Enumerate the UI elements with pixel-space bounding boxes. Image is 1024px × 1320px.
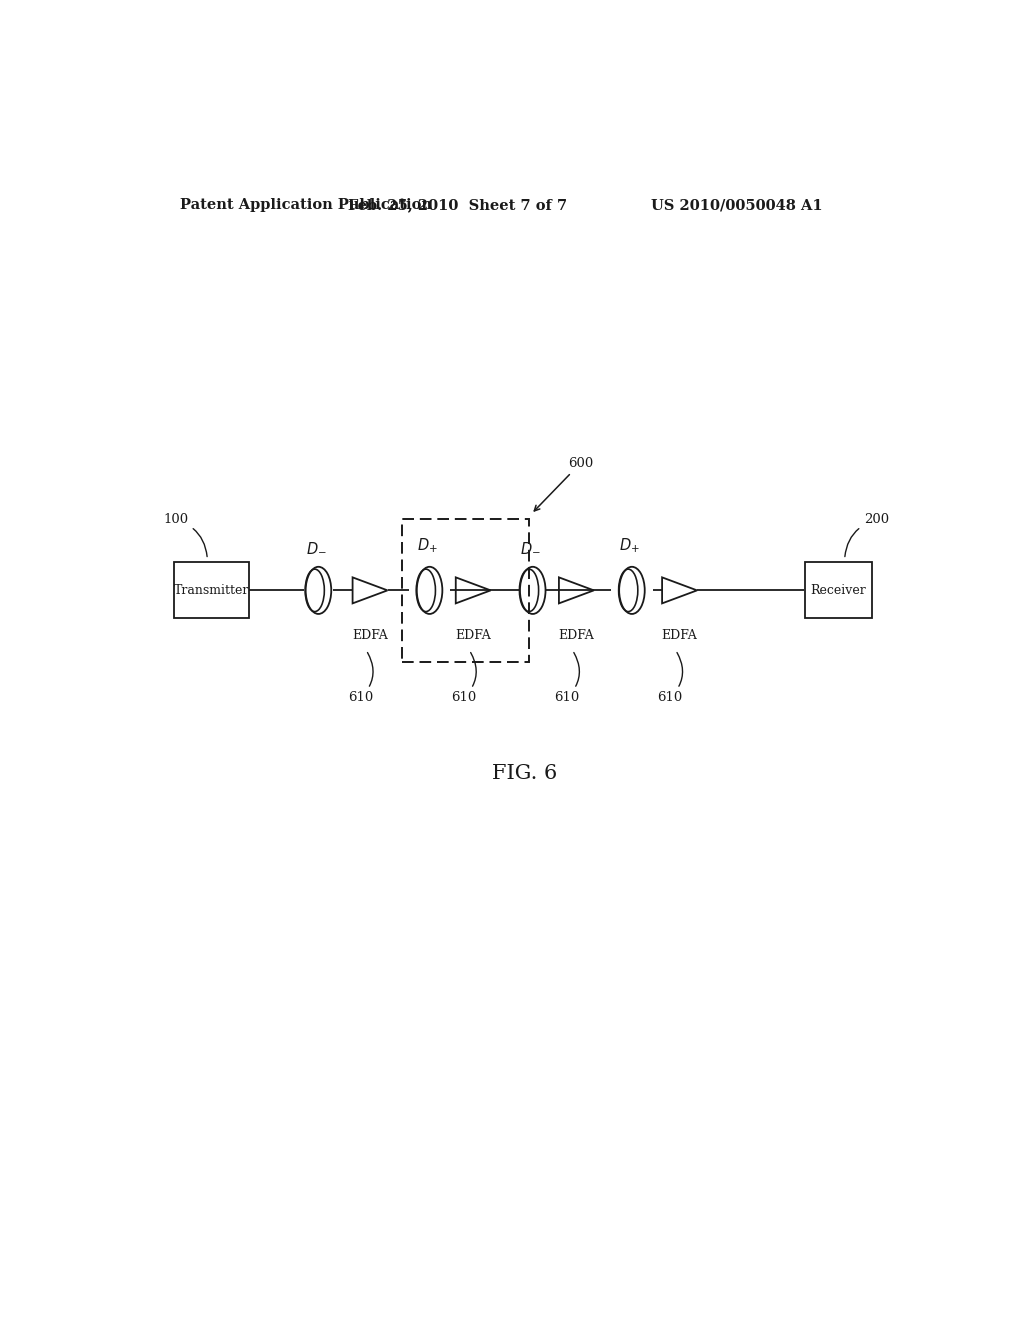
Text: EDFA: EDFA <box>456 628 492 642</box>
Text: FIG. 6: FIG. 6 <box>493 764 557 783</box>
Bar <box>174 562 249 618</box>
Text: EDFA: EDFA <box>352 628 388 642</box>
Text: EDFA: EDFA <box>662 628 697 642</box>
Text: 600: 600 <box>535 457 593 511</box>
Text: $D_{-}$: $D_{-}$ <box>520 541 541 554</box>
Text: EDFA: EDFA <box>558 628 594 642</box>
Text: Transmitter: Transmitter <box>174 583 249 597</box>
Text: 200: 200 <box>845 513 889 557</box>
Text: 610: 610 <box>348 652 373 705</box>
Text: 610: 610 <box>554 652 580 705</box>
Text: $D_{+}$: $D_{+}$ <box>417 536 438 554</box>
Text: $D_{-}$: $D_{-}$ <box>306 541 327 554</box>
Text: Feb. 25, 2010  Sheet 7 of 7: Feb. 25, 2010 Sheet 7 of 7 <box>348 198 567 213</box>
Text: Receiver: Receiver <box>810 583 866 597</box>
Text: US 2010/0050048 A1: US 2010/0050048 A1 <box>651 198 822 213</box>
Text: 610: 610 <box>657 652 683 705</box>
Bar <box>401 519 528 661</box>
Text: $D_{+}$: $D_{+}$ <box>620 536 640 554</box>
Text: 610: 610 <box>451 652 476 705</box>
Text: Patent Application Publication: Patent Application Publication <box>179 198 431 213</box>
Text: 100: 100 <box>163 513 207 557</box>
Bar <box>805 562 872 618</box>
